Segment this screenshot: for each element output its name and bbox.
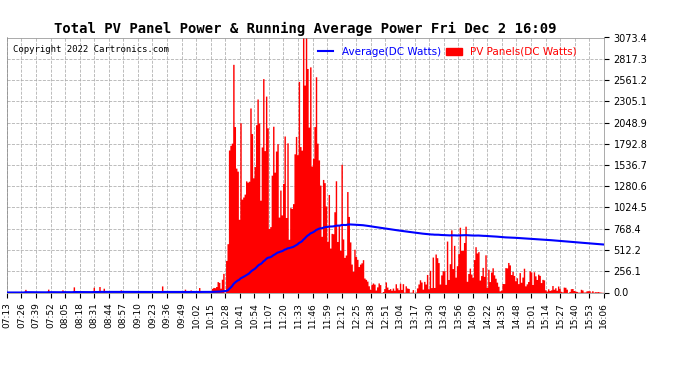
Legend: Average(DC Watts), PV Panels(DC Watts): Average(DC Watts), PV Panels(DC Watts): [313, 43, 581, 61]
Text: Copyright 2022 Cartronics.com: Copyright 2022 Cartronics.com: [13, 45, 169, 54]
Title: Total PV Panel Power & Running Average Power Fri Dec 2 16:09: Total PV Panel Power & Running Average P…: [54, 22, 557, 36]
